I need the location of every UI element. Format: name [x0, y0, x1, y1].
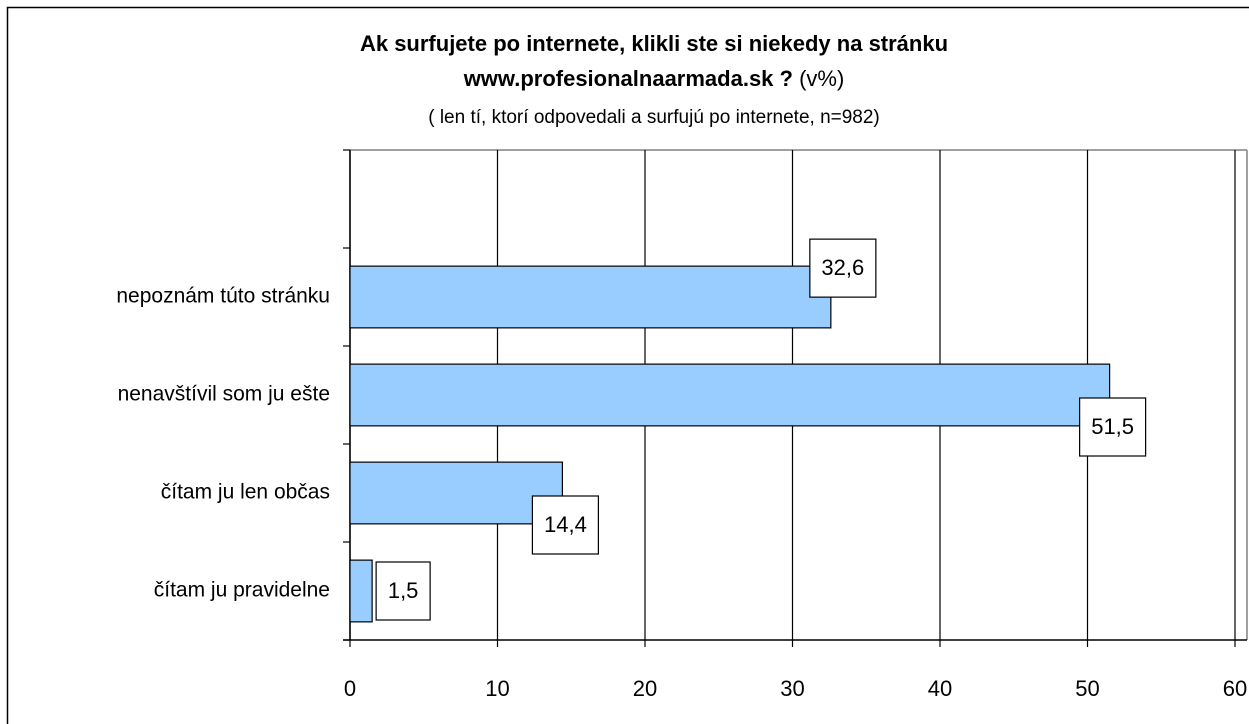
value-label: 1,5: [388, 578, 419, 603]
x-tick-label: 50: [1075, 676, 1099, 701]
y-tick-label: nenavštívil som ju ešte: [118, 383, 330, 406]
value-label: 51,5: [1091, 414, 1134, 439]
chart-title: Ak surfujete po internete, klikli ste si…: [360, 31, 948, 56]
x-tick-label: 30: [780, 676, 804, 701]
value-label-box: [375, 561, 431, 621]
bar: [349, 363, 1111, 427]
value-label-box: [809, 238, 877, 298]
x-tick-label: 60: [1223, 676, 1247, 701]
chart-title-line: www.profesionalnaarmada.sk ? (v%): [463, 66, 845, 91]
x-tick-label: 10: [485, 676, 509, 701]
title-suffix: (v%): [799, 66, 844, 91]
chart-subtitle: ( len tí, ktorí odpovedali a surfujú po …: [428, 107, 880, 128]
value-label: 14,4: [544, 512, 587, 537]
value-label-box: [531, 495, 600, 555]
chart-title: www.profesionalnaarmada.sk ?: [463, 66, 793, 91]
bar: [349, 559, 373, 623]
x-tick-label: 0: [344, 676, 356, 701]
bar: [349, 265, 832, 329]
value-label: 32,6: [821, 255, 864, 280]
x-tick-label: 40: [928, 676, 952, 701]
y-tick-label: čítam ju pravidelne: [154, 579, 330, 602]
value-label-box: [1079, 397, 1147, 457]
y-tick-label: nepoznám túto stránku: [116, 285, 330, 308]
y-tick-label: čítam ju len občas: [161, 481, 330, 504]
x-tick-label: 20: [633, 676, 657, 701]
bar: [349, 461, 563, 525]
